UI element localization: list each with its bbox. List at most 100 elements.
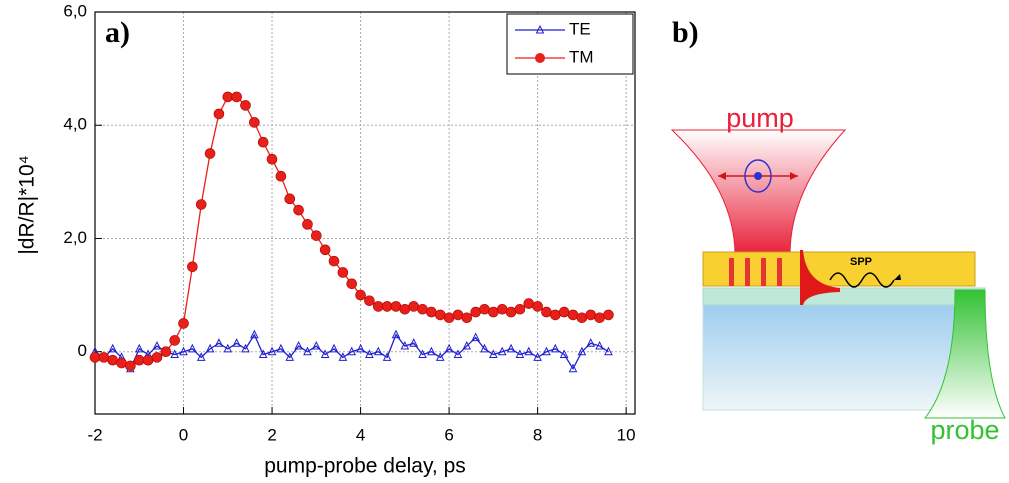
tm-marker [337, 267, 349, 278]
te-marker [515, 349, 525, 359]
te-marker [276, 343, 286, 353]
x-tick-label: 0 [179, 425, 188, 444]
te-marker [232, 338, 241, 347]
tm-marker [603, 309, 614, 321]
tm-marker [293, 204, 304, 216]
spp-wave [829, 272, 895, 288]
tm-marker [98, 352, 110, 363]
te-marker [551, 343, 560, 353]
tm-marker [355, 289, 366, 301]
tm-marker [319, 244, 331, 256]
y-tick-label: 4,0 [63, 115, 87, 134]
tm-marker [328, 255, 340, 267]
te-marker [489, 349, 498, 359]
te-marker [320, 349, 330, 359]
tm-marker [213, 108, 225, 120]
tm-marker [311, 230, 322, 241]
polarization-circle [744, 159, 772, 193]
te-marker [179, 346, 188, 356]
te-marker [108, 343, 118, 353]
substrate [702, 304, 966, 411]
te-marker [134, 343, 144, 353]
te-marker [329, 343, 339, 353]
tm-marker [178, 318, 189, 329]
te-marker [471, 332, 480, 342]
y-tick-label: 2,0 [63, 228, 87, 247]
tm-marker [187, 261, 198, 273]
te-marker [577, 346, 587, 356]
te-marker [188, 343, 197, 353]
tm-marker [372, 301, 384, 312]
tm-marker [399, 303, 411, 315]
legend-box [506, 13, 634, 75]
te-marker [435, 352, 445, 361]
te-marker [462, 340, 472, 350]
te-marker [214, 338, 224, 347]
tm-marker [514, 303, 526, 315]
tm-marker [594, 312, 605, 324]
tm-marker [541, 306, 552, 318]
evanescent-field [800, 250, 840, 305]
te-marker [506, 343, 516, 353]
tm-marker [151, 352, 163, 363]
te-marker [391, 329, 401, 339]
te-marker [267, 346, 277, 356]
tm-marker [417, 303, 428, 315]
tm-marker [496, 303, 508, 315]
polarization-dot [754, 172, 762, 180]
tm-marker [390, 301, 402, 312]
tm-marker [364, 295, 375, 307]
tm-marker [142, 354, 154, 366]
tm-marker [195, 199, 207, 210]
te-marker [524, 346, 534, 356]
te-marker [497, 346, 507, 356]
tm-marker [443, 312, 455, 324]
te-marker [258, 349, 268, 359]
te-marker [568, 363, 578, 373]
x-axis-label: pump-probe delay, ps [264, 455, 466, 478]
tm-marker [169, 335, 180, 346]
te-marker [373, 346, 383, 356]
te-marker [241, 343, 250, 353]
tm-marker [160, 346, 172, 358]
tm-marker [125, 360, 136, 372]
te-marker [453, 349, 463, 359]
dielectric-layer [702, 287, 986, 306]
tm-marker [346, 278, 358, 290]
tm-marker [302, 219, 313, 230]
tm-marker [585, 309, 597, 321]
te-marker [533, 352, 542, 361]
te-marker [338, 352, 348, 361]
tm-marker [434, 309, 446, 321]
te-marker [205, 343, 215, 353]
te-marker [250, 329, 259, 339]
tm-marker [505, 306, 517, 318]
tm-marker [558, 306, 570, 318]
legend-marker [535, 53, 545, 63]
te-marker [444, 343, 454, 353]
te-marker [294, 340, 303, 350]
te-marker [595, 340, 604, 350]
panel-label: b) [672, 16, 699, 49]
te-marker [409, 338, 418, 347]
arrow-heads [718, 172, 798, 180]
te-marker [382, 352, 392, 361]
tm-marker [550, 309, 561, 321]
te-marker [196, 352, 206, 361]
tm-marker [461, 312, 473, 324]
tm-marker [488, 306, 499, 318]
x-tick-label: 8 [533, 425, 542, 444]
y-tick-label: 6,0 [63, 1, 87, 20]
tm-marker [532, 301, 543, 312]
x-tick-label: -2 [87, 425, 102, 444]
y-axis-label: |dR/R|*10⁴ [16, 155, 39, 254]
tm-marker [222, 91, 234, 103]
tm-marker [266, 153, 278, 165]
te-marker [347, 346, 357, 356]
te-marker [170, 349, 179, 359]
legend-label: TM [569, 47, 594, 66]
x-tick-label: 10 [617, 425, 636, 444]
tm-marker [408, 301, 419, 312]
te-marker [480, 343, 489, 353]
